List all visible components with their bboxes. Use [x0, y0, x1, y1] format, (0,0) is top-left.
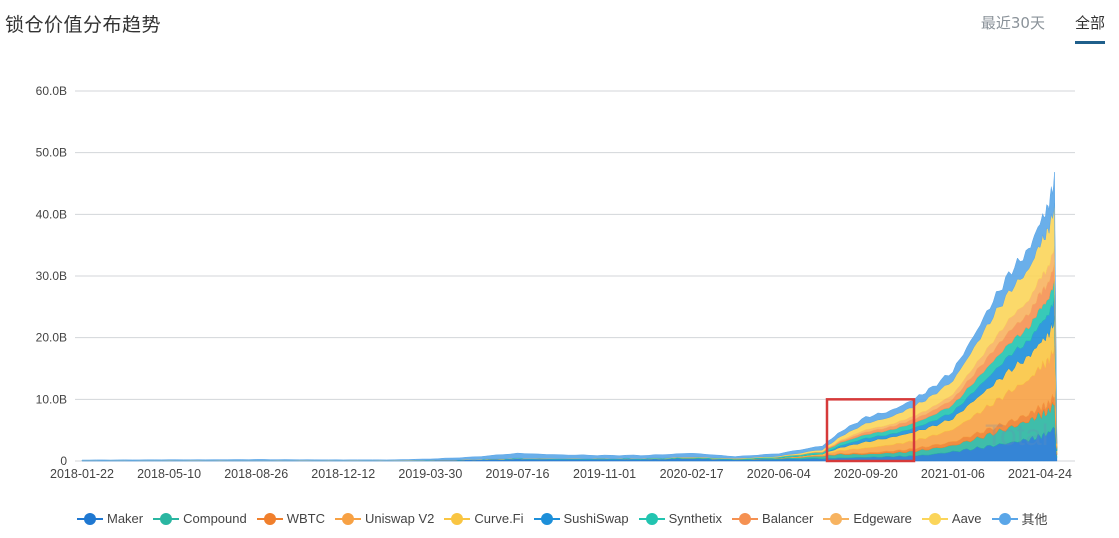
- y-tick-label: 60.0B: [36, 84, 67, 98]
- tab-all[interactable]: 全部: [1074, 12, 1105, 44]
- legend-item-wbtc[interactable]: WBTC: [256, 509, 326, 528]
- chart-areas[interactable]: [81, 172, 1058, 462]
- area-series--[interactable]: [81, 172, 1058, 461]
- legend-item--[interactable]: 其他: [991, 509, 1048, 528]
- y-tick-label: 0: [60, 454, 67, 468]
- legend-item-maker[interactable]: Maker: [77, 509, 143, 528]
- legend-label: Curve.Fi: [474, 511, 524, 526]
- legend-item-uniswap-v2[interactable]: Uniswap V2: [335, 509, 434, 528]
- legend-marker-icon: [153, 512, 180, 526]
- y-tick-label: 30.0B: [36, 269, 67, 283]
- legend-marker-icon: [732, 512, 759, 526]
- legend-item-sushiswap[interactable]: SushiSwap: [533, 509, 629, 528]
- legend-item-edgeware[interactable]: Edgeware: [823, 509, 912, 528]
- y-tick-label: 20.0B: [36, 331, 67, 345]
- highlight-rectangle: [825, 398, 916, 463]
- legend-item-curve-fi[interactable]: Curve.Fi: [444, 509, 524, 528]
- y-axis: 0 10.0B 20.0B 30.0B 40.0B 50.0B 60.0B: [36, 84, 68, 468]
- legend-marker-icon: [335, 512, 362, 526]
- legend-marker-icon: [256, 512, 283, 526]
- legend-item-balancer[interactable]: Balancer: [732, 509, 813, 528]
- watermark: Total: [985, 419, 1048, 452]
- legend-item-compound[interactable]: Compound: [153, 509, 247, 528]
- x-tick-label: 2019-03-30: [398, 467, 462, 481]
- legend-label: SushiSwap: [563, 511, 629, 526]
- legend-label: Balancer: [762, 511, 814, 526]
- page-title: 锁仓价值分布趋势: [5, 14, 162, 36]
- legend-label: Maker: [107, 511, 144, 526]
- x-tick-label: 2021-01-06: [921, 467, 985, 481]
- x-tick-label: 2021-04-24: [1008, 467, 1072, 481]
- x-tick-label: 2018-05-10: [137, 467, 201, 481]
- tab-last-30-days[interactable]: 最近30天: [980, 14, 1045, 32]
- legend-marker-icon: [823, 512, 850, 526]
- x-tick-label: 2020-02-17: [660, 467, 724, 481]
- legend-marker-icon: [921, 512, 948, 526]
- x-tick-label: 2018-01-22: [50, 467, 114, 481]
- legend-marker-icon: [533, 512, 560, 526]
- x-tick-label: 2020-09-20: [834, 467, 898, 481]
- legend-label: Edgeware: [853, 511, 912, 526]
- x-tick-label: 2020-06-04: [747, 467, 811, 481]
- legend-label: Synthetix: [668, 511, 723, 526]
- legend-marker-icon: [638, 512, 665, 526]
- x-tick-label: 2019-07-16: [485, 467, 549, 481]
- legend-label: Compound: [183, 511, 247, 526]
- legend-item-aave[interactable]: Aave: [921, 509, 982, 528]
- y-tick-label: 40.0B: [36, 207, 67, 221]
- legend-label: Aave: [951, 511, 982, 526]
- y-tick-label: 50.0B: [36, 146, 67, 160]
- x-tick-label: 2019-11-01: [573, 467, 636, 481]
- time-range-tabs: 最近30天 全部: [981, 12, 1105, 44]
- legend-label: WBTC: [286, 511, 326, 526]
- legend-item-synthetix[interactable]: Synthetix: [638, 509, 723, 528]
- stacked-area-chart[interactable]: Total 0 10.0B 20.0B 30.0B 40.0B 50.0B 60.0B 20…: [0, 0, 1119, 500]
- y-tick-label: 10.0B: [36, 392, 67, 406]
- x-tick-label: 2018-08-26: [224, 467, 288, 481]
- chart-legend: Maker Compound WBTC Uniswap V2 Curve.Fi Sushi…: [77, 509, 1048, 528]
- legend-marker-icon: [444, 512, 471, 526]
- legend-label: 其他: [1021, 512, 1048, 527]
- legend-marker-icon: [991, 512, 1018, 526]
- x-tick-label: 2018-12-12: [311, 467, 375, 481]
- legend-marker-icon: [77, 512, 103, 526]
- x-axis: 2018-01-22 2018-05-10 2018-08-26 2018-12-12…: [50, 467, 1072, 481]
- legend-label: Uniswap V2: [365, 511, 435, 526]
